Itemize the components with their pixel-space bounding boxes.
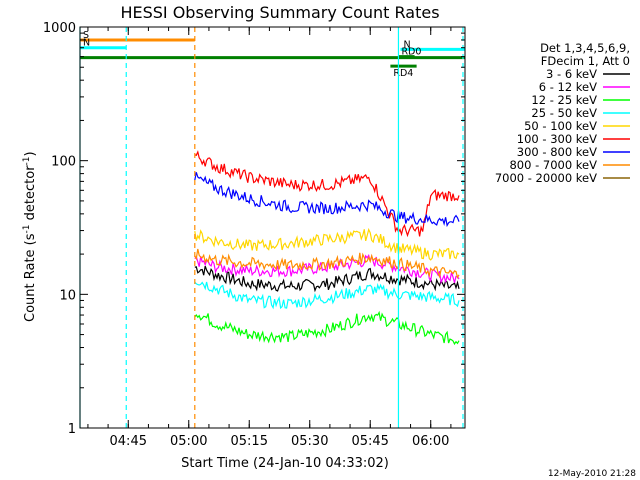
- series-3-6-kev: [194, 265, 460, 293]
- series-800-7000-kev: [194, 248, 460, 279]
- flag-label-n: N: [83, 38, 90, 49]
- legend-label-800-7000-kev: 800 - 7000 keV: [509, 158, 597, 172]
- legend-label-100-300-kev: 100 - 300 keV: [517, 132, 597, 146]
- y-tick-label: 10: [59, 288, 76, 303]
- timestamp: 12-May-2010 21:28: [548, 469, 636, 479]
- chart-title: HESSI Observing Summary Count Rates: [120, 3, 439, 22]
- series-50-100-kev: [194, 227, 460, 261]
- x-axis-label: Start Time (24-Jan-10 04:33:02): [181, 456, 389, 471]
- legend-label-3-6-kev: 3 - 6 keV: [546, 67, 597, 81]
- flag-label-rd0: RD0: [401, 47, 421, 58]
- legend-label-300-800-kev: 300 - 800 keV: [517, 145, 597, 159]
- series-25-50-kev: [194, 281, 460, 310]
- x-axis-ticks: 04:45 05:00 05:15 05:30 05:45 06:00: [87, 27, 452, 449]
- flag-label-rd4: RD4: [393, 68, 413, 79]
- y-tick-label: 1000: [43, 21, 76, 36]
- y-tick-label: 100: [51, 155, 76, 170]
- series-6-12-kev: [194, 253, 460, 285]
- x-tick-label: 05:15: [231, 434, 268, 449]
- y-axis-label: Count Rate (s-1 detector-1): [22, 151, 38, 322]
- legend-label-12-25-kev: 12 - 25 keV: [531, 93, 597, 107]
- x-tick-label: 04:45: [110, 434, 147, 449]
- y-axis-ticks: 1 10 100 1000: [43, 21, 465, 437]
- legend-label-7000-20000-kev: 7000 - 20000 keV: [495, 171, 597, 185]
- flag-label-s: S: [83, 30, 89, 41]
- plot-frame: [79, 26, 466, 429]
- series-12-25-kev: [194, 310, 460, 346]
- legend-label-6-12-kev: 6 - 12 keV: [539, 80, 597, 94]
- legend-header-1: Det 1,3,4,5,6,9,: [540, 41, 630, 55]
- series-100-300-kev: [194, 150, 460, 238]
- x-tick-label: 05:30: [291, 434, 328, 449]
- x-tick-label: 05:45: [351, 434, 388, 449]
- x-tick-label: 06:00: [412, 434, 449, 449]
- flag-label-n: N: [403, 39, 410, 50]
- data-traces: [194, 150, 460, 346]
- legend-label-25-50-kev: 25 - 50 keV: [531, 106, 597, 120]
- legend-header-2: FDecim 1, Att 0: [541, 54, 630, 68]
- x-tick-label: 05:00: [170, 434, 207, 449]
- legend-label-50-100-kev: 50 - 100 keV: [524, 119, 597, 133]
- y-tick-label: 1: [68, 422, 76, 437]
- series-300-800-kev: [194, 172, 460, 228]
